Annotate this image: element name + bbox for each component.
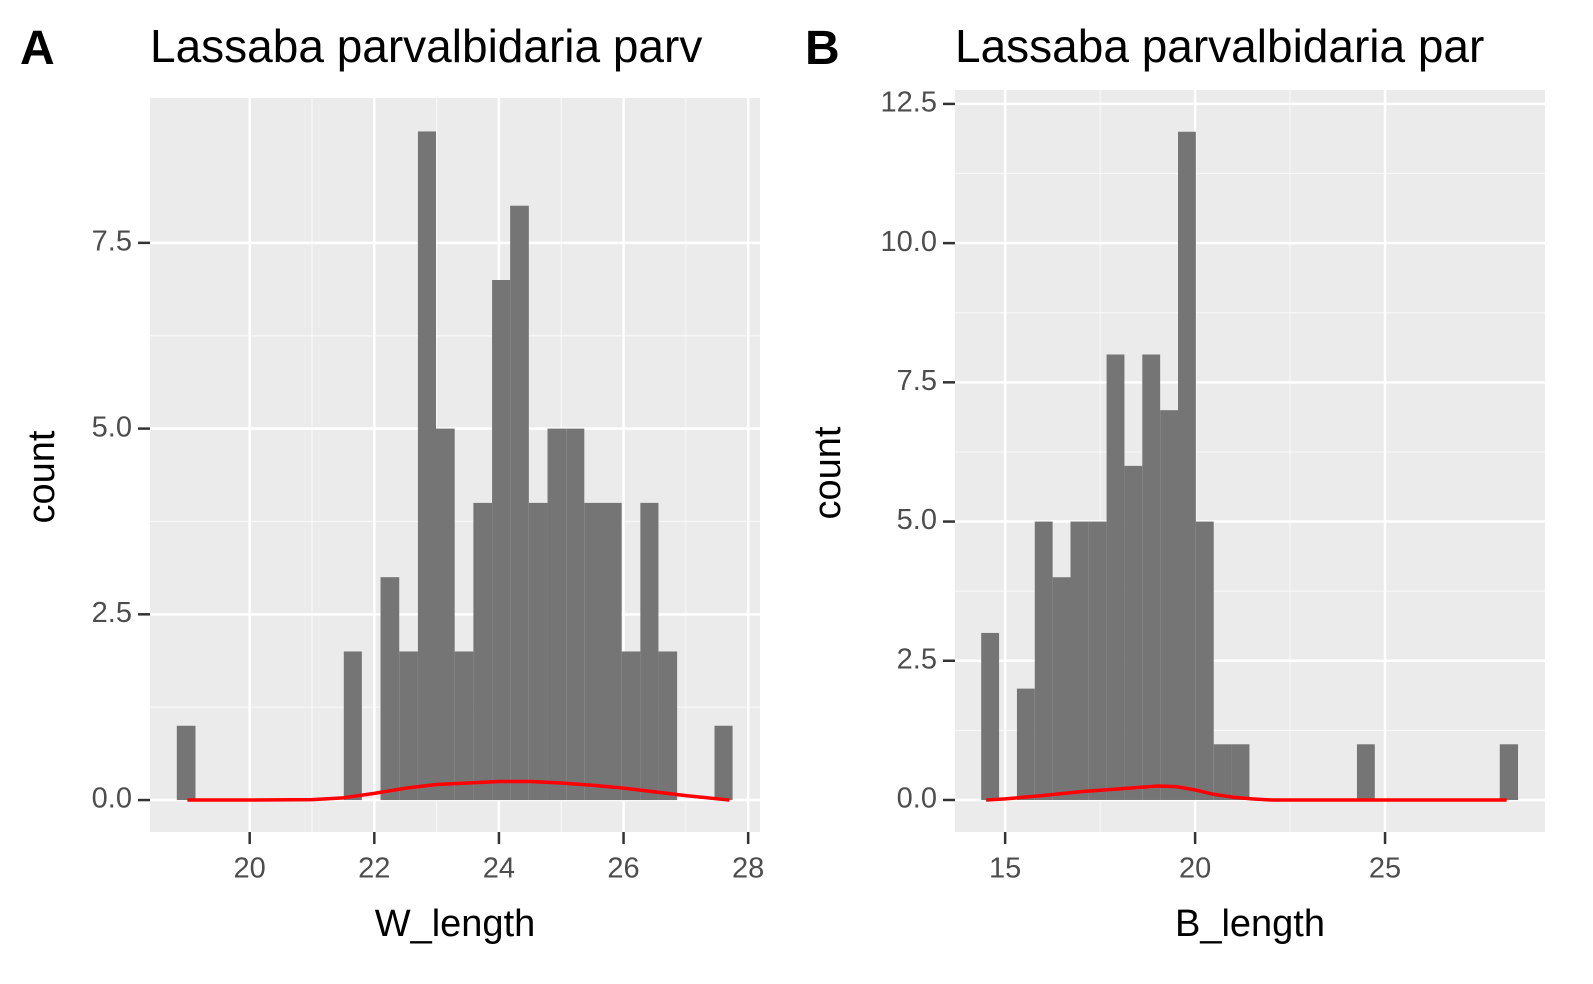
histogram-bar [380, 577, 400, 801]
y-axis-label: count [21, 430, 63, 523]
y-tick-label: 5.0 [92, 411, 132, 443]
histogram-bar [528, 502, 548, 801]
y-tick-label: 0.0 [897, 783, 937, 815]
y-tick-label: 12.5 [881, 87, 937, 119]
histogram-bar [1499, 744, 1519, 800]
histogram-bar [658, 651, 678, 801]
histogram-bar [1070, 521, 1089, 800]
x-tick-label: 24 [483, 853, 515, 885]
histogram-bar [1356, 744, 1375, 800]
histogram-bar [566, 428, 585, 801]
density-line [187, 779, 730, 802]
x-axis-label: B_length [1175, 903, 1325, 945]
x-tick-label: 20 [234, 853, 266, 885]
histogram-bar [1124, 465, 1143, 800]
y-tick-label: 7.5 [92, 226, 132, 258]
histogram-bar [510, 205, 529, 801]
x-tick-label: 28 [732, 853, 764, 885]
histogram-bar [640, 502, 659, 801]
histogram-bar [547, 428, 567, 801]
x-axis-label: W_length [375, 903, 536, 945]
chart-title: Lassaba parvalbidaria parv [150, 20, 702, 72]
y-tick-label: 0.0 [92, 783, 132, 815]
x-tick-label: 20 [1179, 853, 1211, 885]
x-tick-label: 26 [607, 853, 639, 885]
histogram-bar [1213, 744, 1232, 800]
histogram-bar [176, 725, 196, 801]
histogram-bar [981, 632, 1000, 800]
x-tick-label: 15 [989, 853, 1021, 885]
histogram-bar [435, 428, 455, 801]
histogram-bar [1231, 744, 1250, 800]
y-axis-label: count [807, 426, 849, 519]
histogram-bar [1178, 131, 1196, 800]
density-line [986, 784, 1507, 802]
y-tick-label: 10.0 [881, 226, 937, 258]
histogram-bar [399, 651, 418, 801]
histogram-bar [1088, 521, 1107, 800]
histogram-bar [454, 651, 474, 801]
chart-title: Lassaba parvalbidaria par [955, 20, 1484, 72]
histogram-bar [602, 502, 622, 801]
x-tick-label: 25 [1369, 853, 1401, 885]
panel-tag: B [805, 22, 840, 75]
histogram-bar [584, 502, 603, 801]
panel-tag: A [20, 22, 55, 75]
histogram-bar [1052, 577, 1071, 800]
y-tick-label: 5.0 [897, 504, 937, 536]
x-tick-label: 22 [358, 853, 390, 885]
histogram-bar [417, 131, 436, 801]
histogram-bar [1142, 354, 1161, 800]
y-tick-label: 2.5 [92, 597, 132, 629]
y-tick-label: 2.5 [897, 643, 937, 675]
histogram-bar [492, 280, 511, 801]
histogram-bar [473, 502, 493, 801]
histogram-bar [1160, 410, 1179, 800]
histogram-bar [1106, 354, 1125, 800]
histogram-bar [1195, 521, 1214, 800]
histogram-bar [343, 651, 362, 801]
histogram-bar [621, 651, 641, 801]
histogram-bar [1034, 521, 1053, 800]
y-tick-label: 7.5 [897, 365, 937, 397]
histogram-bar [714, 725, 733, 801]
histogram-bar [1016, 688, 1035, 800]
